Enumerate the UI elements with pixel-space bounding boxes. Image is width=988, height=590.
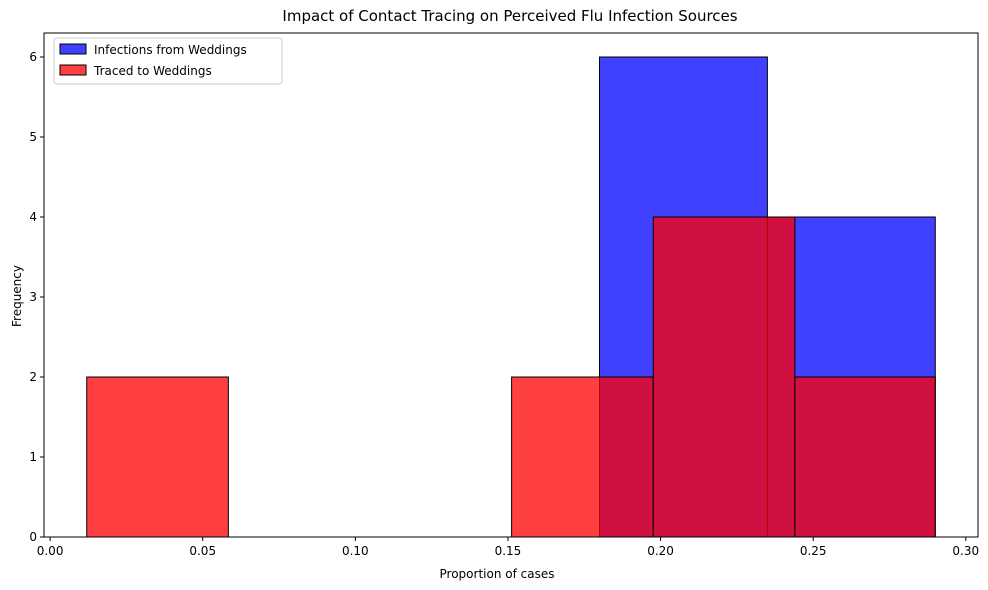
bar-series1-bin5	[794, 376, 936, 538]
legend-label-0: Infections from Weddings	[94, 43, 247, 57]
y-tick-label: 6	[29, 50, 37, 64]
y-tick-label: 5	[29, 130, 37, 144]
x-axis-ticks: 0.00 0.05 0.10 0.15 0.20 0.25 0.30	[37, 537, 979, 558]
y-tick-label: 4	[29, 210, 37, 224]
y-tick-label: 2	[29, 370, 37, 384]
x-tick-label: 0.15	[495, 544, 522, 558]
x-tick-label: 0.25	[800, 544, 827, 558]
x-tick-label: 0.10	[342, 544, 369, 558]
legend-box	[53, 37, 283, 85]
legend: Infections from Weddings Traced to Weddin…	[53, 37, 283, 85]
y-axis-ticks: 0 1 2 3 4 5 6	[29, 50, 44, 544]
x-tick-label: 0.20	[647, 544, 674, 558]
y-axis-label: Frequency	[10, 265, 24, 327]
legend-label-1: Traced to Weddings	[93, 64, 212, 78]
bar-series1-bin4	[652, 216, 796, 538]
legend-swatch-0	[59, 43, 87, 55]
x-tick-label: 0.00	[37, 544, 64, 558]
x-tick-label: 0.05	[189, 544, 216, 558]
x-tick-label: 0.30	[952, 544, 979, 558]
plot-frame	[43, 32, 979, 538]
bar-series1-bin0	[86, 376, 229, 538]
y-tick-label: 0	[29, 530, 37, 544]
bar-series1-bin3	[511, 376, 654, 538]
legend-swatch-1	[59, 64, 87, 76]
x-axis-label: Proportion of cases	[440, 567, 555, 581]
y-tick-label: 3	[29, 290, 37, 304]
chart-title: Impact of Contact Tracing on Perceived F…	[282, 7, 737, 25]
bars-layer	[86, 56, 936, 538]
y-tick-label: 1	[29, 450, 37, 464]
